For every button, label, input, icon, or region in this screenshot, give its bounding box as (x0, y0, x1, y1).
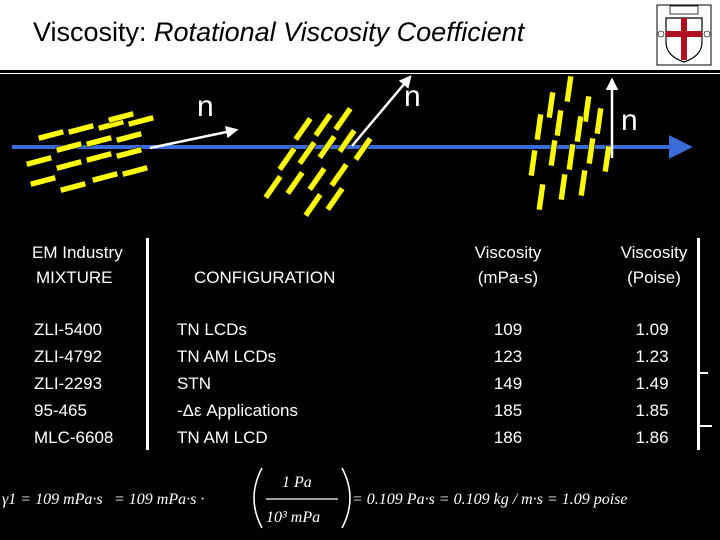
equation-frac-den: 10³ mPa (266, 509, 320, 526)
molecule-group-vertical (527, 75, 613, 211)
director-label-3: n (621, 104, 638, 137)
header-viscosity-poise: Viscosity (Poise) (598, 240, 710, 290)
equation-mid: = 109 mPa·s · (114, 491, 204, 508)
row-tick-2 (700, 425, 712, 427)
column-configurations: TN LCDs TN AM LCDs STN -Δε Applications … (177, 316, 298, 451)
molecule-group-horizontal (25, 110, 155, 194)
header-mixture-line1: EM Industry (32, 243, 123, 262)
column-mixtures: ZLI-5400 ZLI-4792 ZLI-2293 95-465 MLC-66… (34, 316, 113, 451)
viscosity-mpas-cell: 109 (493, 320, 523, 339)
header-rule (0, 70, 720, 73)
mixture-cell: 95-465 (34, 401, 87, 420)
director-arrow-2 (351, 75, 412, 147)
configuration-cell: -Δε Applications (177, 401, 298, 420)
header-mixture: EM Industry MIXTURE (32, 240, 123, 290)
viscosity-poise-cell: 1.09 (635, 320, 669, 339)
viscosity-mpas-cell: 186 (493, 428, 523, 447)
viscosity-mpas-cell: 123 (493, 347, 523, 366)
column-separator-1 (146, 238, 149, 450)
university-crest-icon (656, 4, 712, 66)
left-paren (253, 467, 263, 529)
equation-rhs: = 0.109 Pa·s = 0.109 kg / m·s = 1.09 poi… (352, 491, 628, 508)
row-tick-1 (700, 372, 708, 374)
director-label-2: n (404, 80, 421, 113)
molecule-rotation-illustration (12, 75, 693, 218)
mixture-cell: ZLI-5400 (34, 320, 103, 339)
molecule-group-tilted (262, 106, 374, 218)
column-separator-2 (697, 238, 700, 450)
mixture-cell: ZLI-2293 (34, 374, 103, 393)
mixture-cell: MLC-6608 (34, 428, 114, 447)
header-viscosity-mpas-line2: (mPa-s) (477, 268, 539, 287)
equation-frac-num: 1 Pa (282, 474, 312, 491)
header-configuration: CONFIGURATION (194, 268, 336, 287)
configuration-cell: TN AM LCDs (177, 347, 277, 366)
right-paren (341, 467, 351, 529)
column-viscosity-mpas: 109 123 149 185 186 (470, 316, 546, 451)
mixture-cell: ZLI-4792 (34, 347, 103, 366)
director-arrow-1 (149, 125, 239, 150)
header-viscosity-mpas: Viscosity (mPa-s) (448, 240, 568, 290)
viscosity-poise-cell: 1.23 (635, 347, 669, 366)
configuration-cell: TN LCDs (177, 320, 247, 339)
slide-title: Viscosity: Rotational Viscosity Coeffici… (33, 17, 524, 48)
header-viscosity-mpas-line1: Viscosity (474, 243, 542, 262)
title-plain: Viscosity: (33, 17, 155, 47)
viscosity-poise-cell: 1.85 (635, 401, 669, 420)
viscosity-poise-cell: 1.49 (635, 374, 669, 393)
equation-lhs: γ1 = 109 mPa·s (2, 491, 103, 508)
title-italic: Rotational Viscosity Coefficient (154, 17, 525, 47)
director-label-1: n (197, 90, 214, 123)
viscosity-mpas-cell: 185 (493, 401, 523, 420)
viscosity-poise-cell: 1.86 (635, 428, 669, 447)
header-viscosity-poise-line1: Viscosity (620, 243, 688, 262)
configuration-cell: TN AM LCD (177, 428, 268, 447)
viscosity-conversion-equation: γ1 = 109 mPa·s = 109 mPa·s · 1 Pa 10³ mP… (2, 467, 628, 529)
slide-header: Viscosity: Rotational Viscosity Coeffici… (0, 0, 720, 74)
configuration-cell: STN (177, 374, 211, 393)
column-viscosity-poise: 1.09 1.23 1.49 1.85 1.86 (614, 316, 690, 451)
header-viscosity-poise-line2: (Poise) (627, 268, 681, 287)
header-mixture-line2: MIXTURE (36, 268, 113, 287)
viscosity-mpas-cell: 149 (493, 374, 523, 393)
